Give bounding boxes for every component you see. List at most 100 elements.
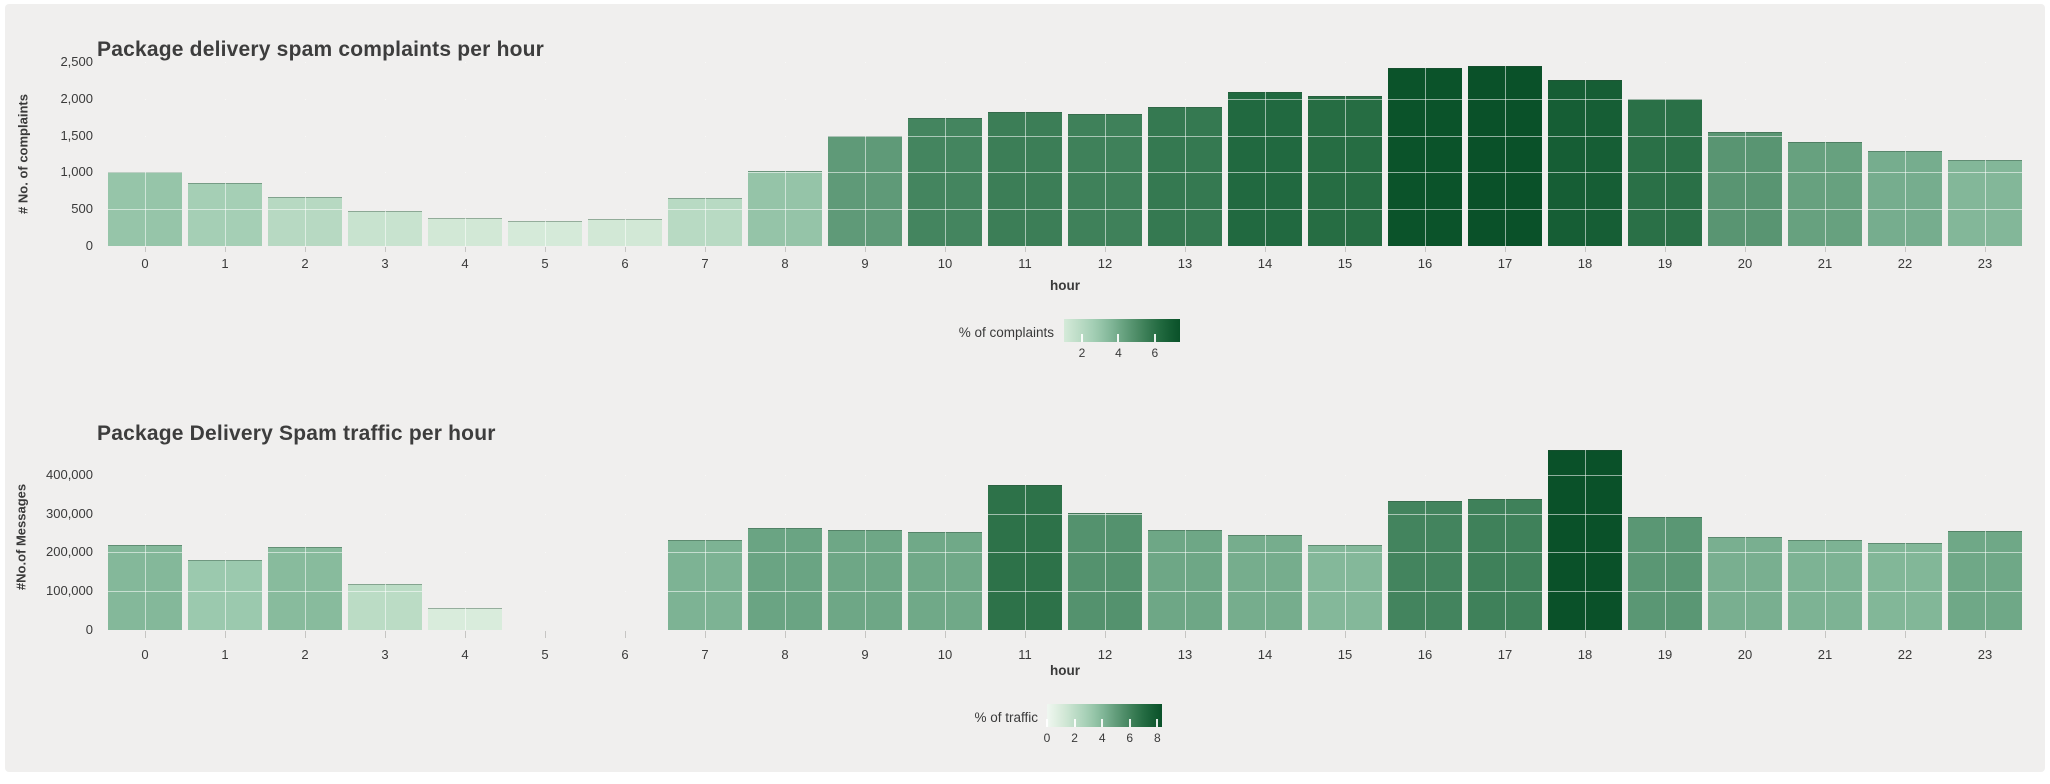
bar-slot	[265, 62, 345, 246]
bar-hour-20	[1708, 536, 1782, 630]
x-tick-mark	[1185, 631, 1186, 638]
bar-hour-12	[1068, 114, 1142, 246]
x-tick-mark	[705, 247, 706, 252]
complaints-legend-colorbar: 2 4 6	[1064, 319, 1180, 360]
y-tick-label: 400,000	[46, 466, 93, 482]
x-tick-label: 12	[1097, 256, 1113, 271]
x-tick-mark	[225, 247, 226, 252]
traffic-plot-area	[96, 445, 2025, 631]
x-tick-label: 15	[1337, 256, 1353, 271]
x-tick-label: 2	[301, 256, 309, 271]
bar-hour-11	[988, 112, 1062, 246]
x-tick-label: 13	[1177, 647, 1193, 662]
x-tick-mark	[1905, 631, 1906, 638]
y-tick-label: 0	[85, 622, 93, 637]
bar-slot	[1465, 62, 1545, 246]
bar-slot	[1385, 445, 1465, 630]
bar-hour-9	[828, 529, 902, 630]
x-tick-label: 1	[221, 647, 229, 662]
bar-hour-23	[1948, 530, 2022, 630]
x-tick-mark	[1745, 247, 1746, 252]
x-tick-mark	[865, 631, 866, 638]
x-tick-mark	[1505, 247, 1506, 252]
bar-slot	[1145, 445, 1225, 630]
bar-slot	[105, 445, 185, 630]
bar-hour-15	[1308, 544, 1382, 630]
bar-slot	[1225, 62, 1305, 246]
x-tick-mark	[1665, 247, 1666, 252]
x-tick-mark	[785, 247, 786, 252]
bar-hour-18	[1548, 449, 1622, 630]
dashboard-canvas: Package delivery spam complaints per hou…	[5, 4, 2045, 772]
x-tick-mark	[465, 631, 466, 638]
x-tick-label: 4	[461, 647, 469, 662]
legend-tick-label: 6	[1126, 731, 1134, 745]
traffic-x-axis-title: hour	[1050, 663, 1080, 678]
bar-hour-2	[268, 197, 342, 246]
bar-slot	[585, 445, 665, 630]
bar-slot	[985, 62, 1065, 246]
bar-slot	[1865, 445, 1945, 630]
x-tick-mark	[144, 247, 146, 252]
bar-hour-0	[108, 544, 182, 630]
bar-hour-1	[188, 559, 262, 630]
bar-slot	[665, 445, 745, 630]
y-tick-label: 2,500	[60, 54, 93, 69]
bar-hour-4	[428, 608, 502, 630]
legend-tick-label: 2	[1078, 346, 1086, 360]
x-tick-mark	[1025, 247, 1026, 252]
bar-slot	[265, 445, 345, 630]
x-tick-mark	[385, 631, 386, 638]
bar-slot	[1785, 62, 1865, 246]
bar-slot	[985, 445, 1065, 630]
bar-slot	[345, 62, 425, 246]
x-tick-mark	[1185, 247, 1186, 252]
bar-hour-23	[1948, 159, 2022, 246]
x-tick-label: 10	[937, 256, 953, 271]
bar-hour-22	[1868, 543, 1942, 630]
x-tick-label: 8	[781, 256, 789, 271]
bar-hour-7	[668, 539, 742, 630]
bar-slot	[825, 62, 905, 246]
x-tick-label: 14	[1257, 256, 1273, 271]
bar-slot	[425, 445, 505, 630]
bar-slot	[1465, 445, 1545, 630]
bar-hour-8	[748, 171, 822, 246]
legend-tick-mark	[1128, 719, 1131, 727]
legend-tick-label: 6	[1151, 346, 1159, 360]
bar-slot	[1225, 445, 1305, 630]
x-tick-label: 19	[1657, 647, 1673, 662]
bar-hour-21	[1788, 141, 1862, 246]
complaints-legend-label: % of complaints	[958, 325, 1054, 340]
bar-hour-9	[828, 135, 902, 246]
x-tick-mark	[1345, 631, 1346, 638]
bar-slot	[1945, 445, 2025, 630]
x-tick-label: 22	[1897, 647, 1913, 662]
x-tick-mark	[465, 247, 466, 252]
x-tick-mark	[1985, 631, 1986, 638]
bar-hour-6	[588, 218, 662, 246]
x-tick-label: 6	[621, 256, 629, 271]
x-tick-label: 13	[1177, 256, 1193, 271]
x-tick-label: 10	[937, 647, 953, 662]
bar-slot	[345, 445, 425, 630]
bar-hour-10	[908, 117, 982, 246]
x-tick-label: 4	[461, 256, 469, 271]
bar-slot	[1785, 445, 1865, 630]
x-tick-label: 8	[781, 647, 789, 662]
x-tick-label: 12	[1097, 647, 1113, 662]
complaints-x-axis-title: hour	[1050, 278, 1080, 293]
x-tick-label: 11	[1018, 647, 1032, 662]
x-tick-label: 22	[1897, 256, 1913, 271]
traffic-legend-label: % of traffic	[974, 710, 1038, 725]
x-tick-label: 1	[221, 256, 229, 271]
bar-slot	[1305, 62, 1385, 246]
x-tick-mark	[945, 631, 946, 638]
bar-hour-7	[668, 197, 742, 246]
y-tick-label: 1,500	[60, 127, 93, 143]
x-tick-mark	[305, 631, 306, 638]
bar-hour-22	[1868, 151, 1942, 246]
x-tick-label: 23	[1977, 256, 1993, 271]
x-tick-mark	[1265, 631, 1266, 638]
x-tick-mark	[1345, 247, 1346, 252]
